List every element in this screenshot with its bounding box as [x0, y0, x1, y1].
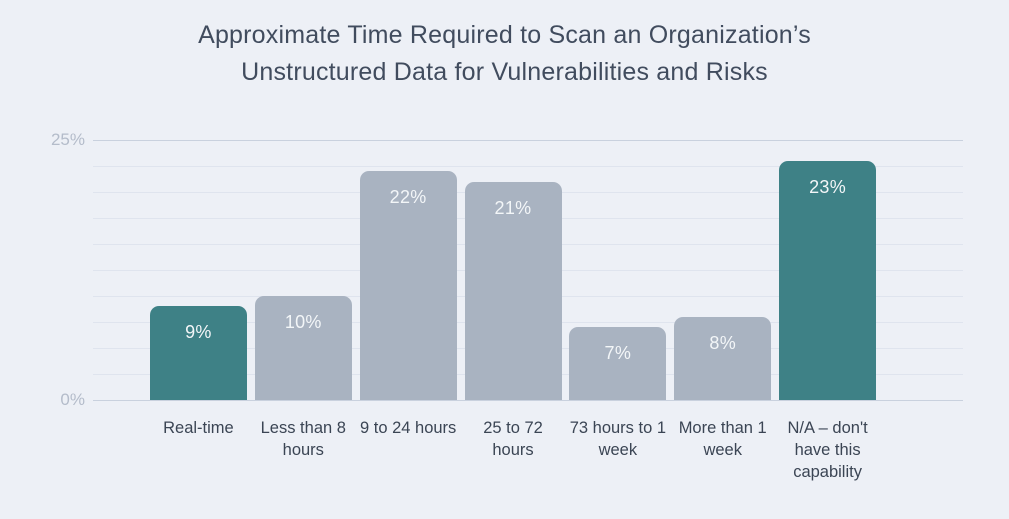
bar-2: 10%	[254, 296, 352, 400]
bar-slot: 10%	[251, 140, 356, 400]
bar-value-label: 8%	[709, 332, 737, 353]
bar-slot: 21%	[461, 140, 566, 400]
bar-slot: 8%	[670, 140, 775, 400]
bar-6: 8%	[674, 316, 772, 400]
category-label-7: N/A – don't have this capability	[787, 419, 868, 481]
bar-slot: 23%	[775, 140, 880, 400]
bar-slot: 7%	[565, 140, 670, 400]
bar-5: 7%	[569, 327, 667, 400]
category-label-6: More than 1 week	[678, 419, 767, 459]
bar-slot: 9%	[146, 140, 251, 400]
x-axis-labels: Real-time Less than 8 hours 9 to 24 hours 2…	[146, 417, 880, 483]
category-label-5: 73 hours to 1 week	[569, 419, 667, 459]
bar-slot: 22%	[356, 140, 461, 400]
bar-value-label: 22%	[389, 187, 427, 208]
bar-value-label: 10%	[284, 312, 322, 332]
bar-1: 9%	[149, 306, 247, 400]
bar-value-label: 7%	[604, 343, 632, 364]
chart-title-line-2: Unstructured Data for Vulnerabilities an…	[241, 58, 768, 86]
bar-7: 23%	[779, 160, 877, 400]
y-axis-tick-25: 25%	[50, 130, 85, 149]
category-label-2: Less than 8 hours	[260, 419, 346, 459]
bar-4: 21%	[464, 181, 562, 400]
category-label-1: Real-time	[163, 419, 234, 437]
chart-title: Approximate Time Required to Scan an Org…	[0, 17, 1009, 91]
bars-row: 9% 10% 22% 21% 7% 8% 23%	[146, 140, 880, 400]
chart-title-line-1: Approximate Time Required to Scan an Org…	[198, 21, 811, 49]
category-label-4: 25 to 72 hours	[483, 419, 543, 459]
bar-value-label: 23%	[809, 176, 847, 197]
gridline-major	[93, 400, 963, 401]
plot-area: 9% 10% 22% 21% 7% 8% 23%	[93, 140, 963, 401]
bar-value-label: 21%	[494, 197, 532, 218]
gridline-major	[93, 140, 963, 141]
bar-3: 22%	[359, 171, 457, 400]
y-axis-tick-0: 0%	[60, 390, 85, 409]
bar-value-label: 9%	[185, 322, 212, 343]
category-label-3: 9 to 24 hours	[359, 419, 457, 437]
gridline-minor	[93, 166, 963, 167]
